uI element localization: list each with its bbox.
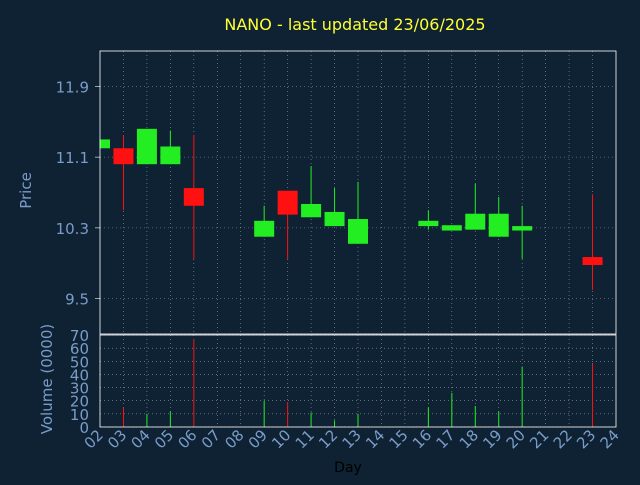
candle-body <box>277 190 298 215</box>
chart-title: NANO - last updated 23/06/2025 <box>224 15 485 34</box>
day-tick-label: 07 <box>198 426 224 452</box>
price-tick-label: 10.3 <box>56 220 89 238</box>
volume-axis-label: Volume (0000) <box>38 324 56 434</box>
day-tick-label: 14 <box>362 426 388 452</box>
day-tick-label: 08 <box>221 426 247 452</box>
day-tick-label: 04 <box>128 426 154 452</box>
day-tick-label: 24 <box>597 426 623 452</box>
volume-tick-label: 40 <box>70 366 89 384</box>
candle-body <box>488 213 509 237</box>
day-tick-label: 23 <box>573 426 599 452</box>
candle-body <box>254 220 275 237</box>
candle-body <box>465 213 486 230</box>
volume-tick-label: 10 <box>70 406 89 424</box>
day-tick-label: 18 <box>456 426 482 452</box>
candle-body <box>512 226 533 231</box>
day-tick-label: 17 <box>432 426 458 452</box>
volume-tick-label: 60 <box>70 340 89 358</box>
day-tick-label: 12 <box>315 426 341 452</box>
day-tick-label: 19 <box>479 426 505 452</box>
day-tick-label: 21 <box>526 426 552 452</box>
day-tick-label: 06 <box>174 426 200 452</box>
price-axis-label: Price <box>17 172 35 209</box>
price-tick-label: 9.5 <box>65 291 89 309</box>
candle-body <box>441 225 462 231</box>
volume-tick-label: 30 <box>70 380 89 398</box>
day-axis-label: Day <box>334 460 362 476</box>
volume-tick-label: 50 <box>70 353 89 371</box>
candle-body <box>113 148 134 165</box>
day-tick-label: 03 <box>104 426 130 452</box>
candle-body <box>183 188 204 206</box>
day-tick-label: 09 <box>245 426 271 452</box>
day-tick-label: 16 <box>409 426 435 452</box>
candle-body <box>348 219 368 244</box>
day-tick-label: 11 <box>292 426 318 452</box>
day-tick-label: 13 <box>339 426 365 452</box>
candle-body <box>160 146 181 165</box>
candle-body <box>136 128 157 165</box>
candle-body <box>418 220 439 227</box>
volume-tick-label: 70 <box>70 327 89 345</box>
day-tick-label: 05 <box>151 426 177 452</box>
day-tick-label: 15 <box>386 426 412 452</box>
volume-panel-frame <box>99 334 617 428</box>
candle-body <box>324 211 345 227</box>
day-tick-label: 10 <box>268 426 294 452</box>
volume-tick-label: 20 <box>70 393 89 411</box>
price-panel-frame <box>99 50 617 335</box>
price-tick-label: 11.1 <box>56 149 89 167</box>
candle-body <box>301 203 322 218</box>
price-tick-label: 11.9 <box>56 78 89 96</box>
volume-tick-label: 0 <box>79 419 89 437</box>
day-tick-label: 22 <box>550 426 576 452</box>
candle-body <box>582 257 603 266</box>
candle-body <box>100 139 110 149</box>
day-tick-label: 20 <box>503 426 529 452</box>
